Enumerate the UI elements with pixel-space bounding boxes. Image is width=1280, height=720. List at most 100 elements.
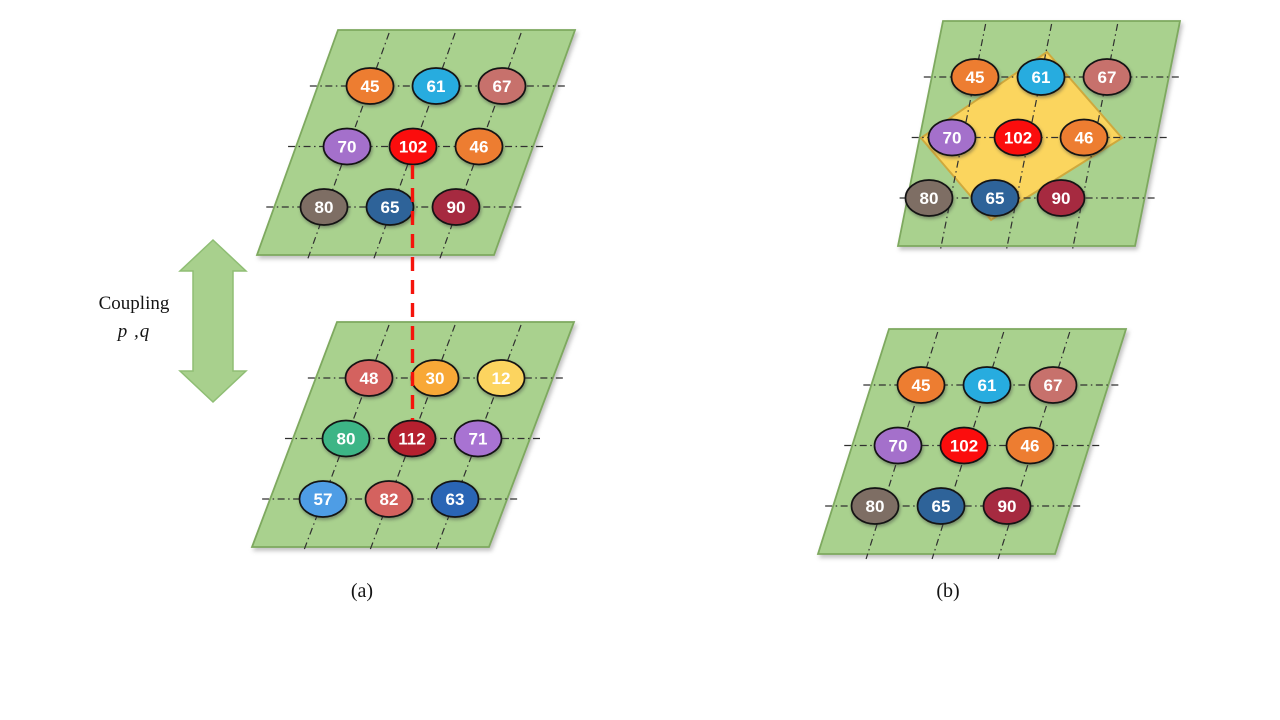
node-ellipse xyxy=(298,480,348,518)
node-value: 46 xyxy=(1021,437,1040,456)
node-ellipse xyxy=(1005,426,1055,465)
node-71: 71 xyxy=(453,419,503,458)
node-ellipse xyxy=(1059,118,1109,157)
node-ellipse xyxy=(476,359,526,397)
node-61: 61 xyxy=(962,366,1012,404)
node-ellipse xyxy=(364,480,414,518)
node-67: 67 xyxy=(477,67,527,105)
node-value: 90 xyxy=(447,198,466,217)
node-value: 80 xyxy=(315,198,334,217)
node-ellipse xyxy=(970,179,1020,217)
node-value: 61 xyxy=(427,77,446,96)
node-48: 48 xyxy=(344,359,394,397)
node-value: 46 xyxy=(1075,129,1094,148)
node-ellipse xyxy=(430,480,480,518)
node-value: 30 xyxy=(426,369,445,388)
node-ellipse xyxy=(993,118,1043,157)
node-value: 102 xyxy=(950,437,978,456)
node-30: 30 xyxy=(410,359,460,397)
node-ellipse xyxy=(1036,179,1086,217)
node-61: 61 xyxy=(411,67,461,105)
coupling-params-label: p ,q xyxy=(117,321,151,342)
node-value: 80 xyxy=(337,430,356,449)
node-value: 45 xyxy=(966,68,985,87)
node-value: 90 xyxy=(1052,189,1071,208)
node-ellipse xyxy=(453,419,503,458)
node-65: 65 xyxy=(970,179,1020,217)
node-ellipse xyxy=(1028,366,1078,404)
node-45: 45 xyxy=(345,67,395,105)
node-ellipse xyxy=(982,487,1032,525)
plane-a-bottom: 48 30 12 80 112 71 57 82 63 xyxy=(250,321,576,553)
plane-b-top: 45 61 67 70 102 46 80 65 90 xyxy=(896,20,1182,252)
node-80: 80 xyxy=(299,188,349,226)
node-82: 82 xyxy=(364,480,414,518)
node-value: 45 xyxy=(361,77,380,96)
node-value: 61 xyxy=(1032,68,1051,87)
node-value: 67 xyxy=(493,77,512,96)
node-value: 82 xyxy=(380,490,399,509)
node-70: 70 xyxy=(873,426,923,465)
node-46: 46 xyxy=(1059,118,1109,157)
node-ellipse xyxy=(454,127,504,166)
node-value: 71 xyxy=(469,430,488,449)
node-90: 90 xyxy=(982,487,1032,525)
node-ellipse xyxy=(962,366,1012,404)
node-value: 112 xyxy=(398,430,425,449)
grid-line xyxy=(1005,23,1053,252)
node-value: 70 xyxy=(889,437,908,456)
node-ellipse xyxy=(411,67,461,105)
node-value: 61 xyxy=(978,376,997,395)
node-90: 90 xyxy=(431,188,481,226)
node-45: 45 xyxy=(896,366,946,404)
node-112: 112 xyxy=(387,419,437,458)
node-ellipse xyxy=(850,487,900,525)
node-61: 61 xyxy=(1016,58,1066,96)
node-value: 102 xyxy=(399,138,427,157)
grid-line xyxy=(939,23,987,252)
node-ellipse xyxy=(916,487,966,525)
node-65: 65 xyxy=(365,188,415,226)
node-ellipse xyxy=(345,67,395,105)
node-value: 12 xyxy=(492,369,511,388)
node-value: 48 xyxy=(360,369,379,388)
node-70: 70 xyxy=(322,127,372,166)
node-ellipse xyxy=(477,67,527,105)
node-ellipse xyxy=(1082,58,1132,96)
coupling-label: Coupling xyxy=(98,293,170,314)
node-ellipse xyxy=(939,426,989,465)
plane-a-top: 45 61 67 70 102 46 80 65 90 xyxy=(255,29,577,261)
node-ellipse xyxy=(387,419,437,458)
node-ellipse xyxy=(365,188,415,226)
node-12: 12 xyxy=(476,359,526,397)
node-45: 45 xyxy=(950,58,1000,96)
node-102: 102 xyxy=(993,118,1043,157)
node-ellipse xyxy=(904,179,954,217)
node-value: 65 xyxy=(932,497,951,516)
node-46: 46 xyxy=(454,127,504,166)
node-ellipse xyxy=(344,359,394,397)
node-value: 67 xyxy=(1098,68,1117,87)
coupling-arrow xyxy=(178,238,248,404)
caption-a: (a) xyxy=(350,580,374,602)
node-46: 46 xyxy=(1005,426,1055,465)
node-ellipse xyxy=(1016,58,1066,96)
node-ellipse xyxy=(896,366,946,404)
node-value: 80 xyxy=(920,189,939,208)
node-ellipse xyxy=(927,118,977,157)
plane-b-bottom: 45 61 67 70 102 46 80 65 90 xyxy=(816,328,1128,560)
node-65: 65 xyxy=(916,487,966,525)
node-102: 102 xyxy=(388,127,438,166)
node-57: 57 xyxy=(298,480,348,518)
node-ellipse xyxy=(431,188,481,226)
node-value: 46 xyxy=(470,138,489,157)
node-80: 80 xyxy=(904,179,954,217)
node-70: 70 xyxy=(927,118,977,157)
node-value: 70 xyxy=(943,129,962,148)
node-value: 65 xyxy=(986,189,1005,208)
node-value: 63 xyxy=(446,490,465,509)
node-102: 102 xyxy=(939,426,989,465)
node-ellipse xyxy=(873,426,923,465)
